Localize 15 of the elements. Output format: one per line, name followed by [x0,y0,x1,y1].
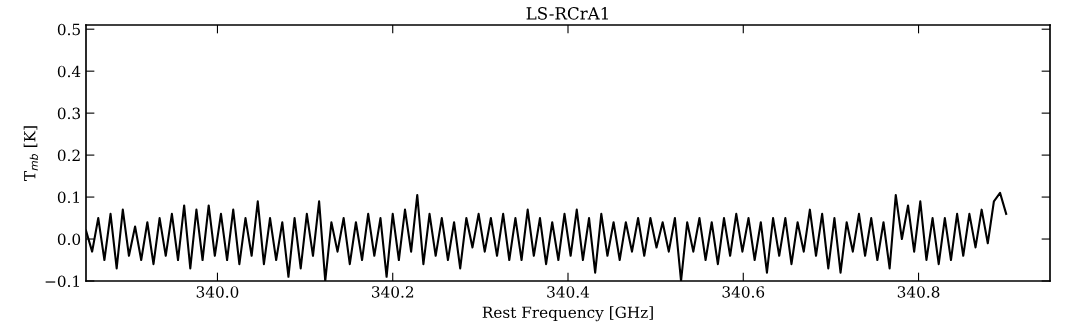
y-tick-label: −0.1 [45,275,79,288]
x-tick-label: 340.4 [547,286,590,298]
y-tick-label: 0.1 [57,191,79,204]
chart-title: LS-RCrA1 [526,7,608,20]
y-tick-label: 0.4 [57,65,81,78]
y-tick-label: 0.5 [57,23,80,36]
y-tick-label: 0.2 [57,149,80,162]
x-tick-label: 340.6 [722,286,765,298]
y-tick-label: 0.0 [57,233,81,246]
y-tick-label: 0.3 [57,107,81,120]
x-tick-label: 340.8 [897,286,940,298]
y-axis-title: T$_{mb}$ [K] [23,126,38,181]
x-axis-title: Rest Frequency [GHz] [482,306,653,322]
x-tick-label: 340.2 [372,286,414,298]
x-tick-label: 340.0 [196,286,239,298]
